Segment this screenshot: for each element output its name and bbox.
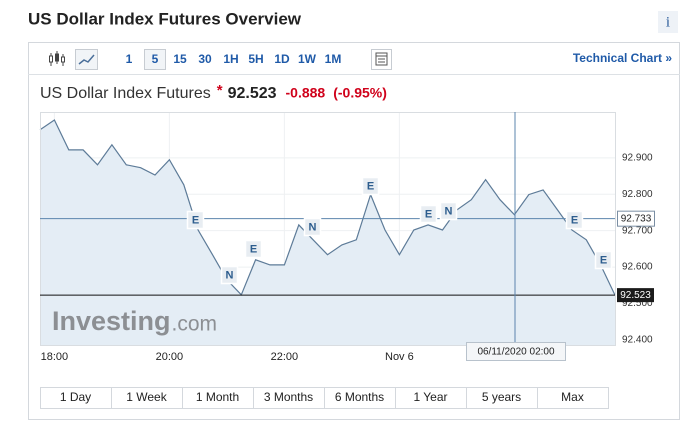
y-tick-label: 92.400 [622, 335, 653, 346]
event-flag-label[interactable]: E [571, 214, 578, 226]
candle-icon[interactable] [49, 51, 65, 66]
event-flag-label[interactable]: N [445, 205, 453, 217]
range-label[interactable]: 1 Day [60, 390, 91, 404]
x-tick-label: Nov 6 [385, 351, 414, 363]
instrument-name: US Dollar Index Futures [40, 85, 211, 102]
range-label[interactable]: 1 Year [413, 390, 447, 404]
event-flag[interactable] [594, 250, 613, 270]
price-area [40, 120, 615, 345]
event-flag-label[interactable]: E [425, 208, 432, 220]
interval-button[interactable]: 1W [298, 52, 317, 66]
range-label[interactable]: Max [561, 390, 584, 404]
interval-button[interactable]: 5 [152, 52, 159, 66]
interval-selected[interactable] [144, 49, 166, 70]
event-flag[interactable] [565, 210, 584, 230]
range-label[interactable]: 5 years [482, 390, 521, 404]
y-tick-label: 92.600 [622, 262, 653, 273]
interval-button[interactable]: 30 [198, 52, 212, 66]
y-tick-label: 92.800 [622, 189, 653, 200]
y-tick-label: 92.500 [622, 298, 653, 309]
crosshair-x-label: 06/11/2020 02:00 [477, 347, 555, 358]
info-icon[interactable]: i [666, 14, 670, 30]
percent-change: (-0.95%) [333, 85, 387, 101]
event-flag-label[interactable]: E [367, 180, 374, 192]
delayed-marker: * [217, 82, 223, 99]
crosshair-x-tag [466, 342, 566, 361]
range-label[interactable]: 1 Week [126, 390, 167, 404]
event-flag[interactable] [439, 201, 458, 221]
interval-button[interactable]: 1D [274, 52, 290, 66]
event-flag[interactable] [220, 265, 239, 285]
table-icon [375, 52, 388, 66]
x-tick-label: 20:00 [156, 351, 184, 363]
title: US Dollar Index Futures Overview [28, 9, 302, 28]
interval-button[interactable]: 15 [173, 52, 187, 66]
y-tick-label: 92.700 [622, 225, 653, 236]
range-label[interactable]: 1 Month [196, 390, 239, 404]
last-price: 92.523 [228, 85, 277, 102]
event-flag[interactable] [303, 217, 322, 237]
interval-button[interactable]: 1H [223, 52, 238, 66]
event-flag[interactable] [186, 210, 205, 230]
technical-chart-link[interactable]: Technical Chart » [573, 51, 672, 65]
event-flag-label[interactable]: E [192, 214, 199, 226]
x-tick-label: 18:00 [41, 351, 69, 363]
x-tick-label: 22:00 [271, 351, 299, 363]
plot-frame [40, 112, 616, 346]
event-flag[interactable] [419, 204, 438, 224]
info-button[interactable] [658, 11, 678, 33]
price-line [39, 119, 616, 296]
range-button[interactable] [537, 387, 609, 409]
logo-brand: Investing [52, 306, 171, 336]
interval-button[interactable]: 1M [325, 52, 342, 66]
y-tick-label: 92.900 [622, 153, 653, 164]
area-icon-button[interactable] [75, 49, 98, 70]
event-flag-label[interactable]: E [250, 243, 257, 255]
interval-button[interactable]: 1 [126, 52, 133, 66]
event-flag-label[interactable]: E [600, 254, 607, 266]
price-change: -0.888 [286, 85, 326, 101]
event-flag-label[interactable]: N [309, 221, 317, 233]
event-flag-label[interactable]: N [226, 269, 234, 281]
range-label[interactable]: 6 Months [335, 390, 384, 404]
last-price-tag [617, 288, 654, 303]
event-flag[interactable] [361, 176, 380, 196]
widget-frame [28, 42, 680, 420]
crosshair-y-tag [617, 210, 655, 227]
interval-button[interactable]: 5H [248, 52, 263, 66]
last-price-tag-label: 92.523 [620, 290, 651, 301]
event-flag[interactable] [244, 239, 263, 259]
logo-suffix: .com [172, 313, 218, 336]
area-icon [78, 54, 95, 65]
crosshair-y-label: 92.733 [621, 213, 652, 224]
range-label[interactable]: 3 Months [264, 390, 313, 404]
